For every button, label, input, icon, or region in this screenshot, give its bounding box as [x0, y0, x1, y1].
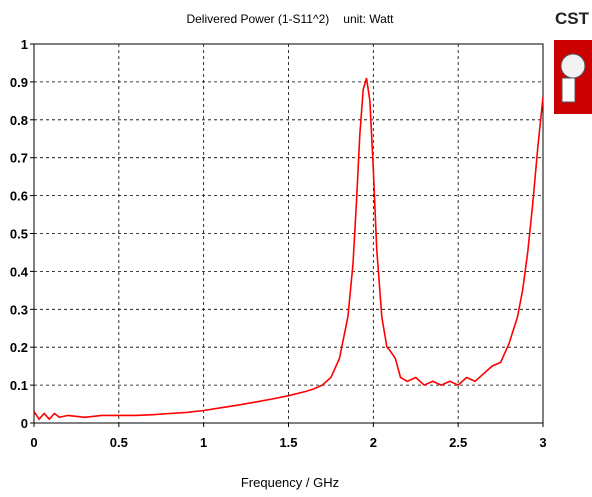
cst-logo-text: CST: [555, 9, 590, 28]
x-tick-label: 0.5: [110, 435, 128, 450]
grid: [34, 44, 543, 423]
cst-logo-sphere-icon: [560, 53, 586, 79]
x-tick-label: 2: [370, 435, 377, 450]
x-tick-label: 0: [30, 435, 37, 450]
y-tick-label: 0.2: [10, 340, 28, 355]
series-line: [33, 77, 544, 421]
y-tick-label: 0.4: [10, 264, 29, 279]
y-tick-label: 0.8: [10, 113, 28, 128]
x-tick-label: 3: [539, 435, 546, 450]
x-axis-ticks: 0 0.5 1 1.5 2 2.5 3: [30, 423, 547, 450]
y-tick-label: 0.6: [10, 189, 28, 204]
cst-logo: CST: [554, 9, 592, 114]
y-tick-label: 0.3: [10, 302, 28, 317]
cst-logo-cube-icon: [561, 77, 576, 103]
x-tick-label: 1: [200, 435, 207, 450]
y-tick-label: 0.9: [10, 75, 28, 90]
chart-unit-label: unit: Watt: [343, 12, 394, 26]
x-tick-label: 1.5: [279, 435, 297, 450]
y-tick-label: 0.7: [10, 151, 28, 166]
x-tick-label: 2.5: [449, 435, 467, 450]
chart-title: Delivered Power (1-S11^2) unit: Watt: [186, 12, 394, 26]
y-tick-label: 1: [21, 37, 28, 52]
y-tick-label: 0.1: [10, 378, 28, 393]
x-axis-label: Frequency / GHz: [241, 475, 339, 490]
y-tick-label: 0.5: [10, 227, 28, 242]
chart-title-main: Delivered Power (1-S11^2): [186, 12, 329, 26]
y-axis-ticks: 0 0.1 0.2 0.3 0.4 0.5 0.6 0.7 0.8 0.9 1: [10, 37, 34, 431]
y-tick-label: 0: [21, 416, 28, 431]
